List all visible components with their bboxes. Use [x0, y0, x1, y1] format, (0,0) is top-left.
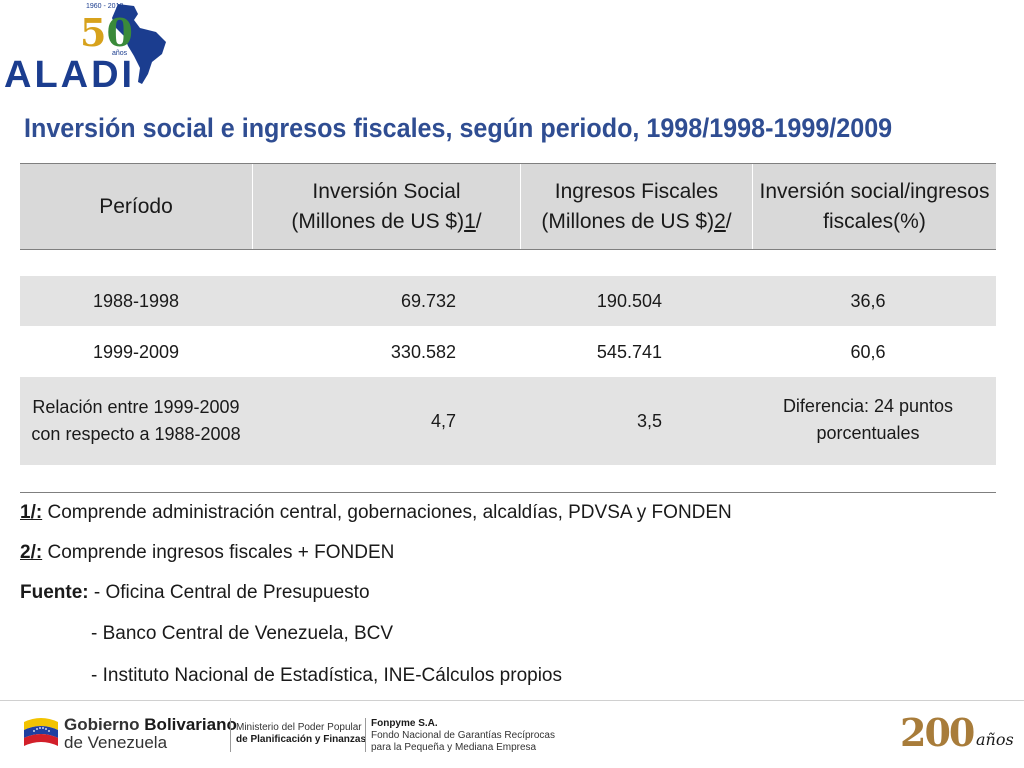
logo-anniversary-number: 50 [80, 10, 133, 55]
table-header: Período Inversión Social (Millones de US… [20, 163, 996, 250]
divider [20, 492, 996, 493]
bicentennial-word: años [976, 730, 1014, 749]
table-row: 1988-1998 69.732 190.504 36,6 [20, 276, 996, 326]
cell-periodo: Relación entre 1999-2009 con respecto a … [31, 397, 241, 444]
footnote-1: 1/: Comprende administración central, go… [20, 502, 732, 523]
page-title: Inversión social e ingresos fiscales, se… [24, 113, 893, 143]
cell-ingresos: 545.741 [596, 341, 662, 362]
logo-anos: años [112, 50, 128, 57]
fonpyme-line3: para la Pequeña y Mediana Empresa [371, 742, 537, 753]
bicentennial-number: 200 [900, 710, 975, 755]
cell-periodo: 1999-2009 [92, 341, 180, 362]
footer-separator [230, 718, 231, 752]
cell-ratio: 36,6 [850, 290, 886, 311]
logo-text: ALADI [4, 54, 136, 96]
cell-inversion: 330.582 [390, 341, 456, 362]
venezuela-flag-icon [24, 718, 58, 746]
cell-ingresos: 190.504 [596, 290, 662, 311]
fonpyme-line2: Fondo Nacional de Garantías Recíprocas [371, 730, 555, 741]
source-item: - Instituto Nacional de Estadística, INE… [91, 665, 562, 686]
cell-inversion: 4,7 [430, 410, 456, 431]
header-ingresos-fiscales: Ingresos Fiscales (Millones de US $)2/ [520, 164, 752, 249]
fonpyme-name: Fonpyme S.A. [371, 718, 438, 729]
footer-divider [0, 700, 1024, 701]
ministry-line1: Ministerio del Poder Popular [236, 722, 362, 733]
cell-ratio: Diferencia: 24 puntos porcentuales [782, 396, 954, 443]
footnote-2: 2/: Comprende ingresos fiscales + FONDEN [20, 542, 395, 563]
footer-separator [365, 718, 366, 752]
header-ratio: Inversión social/ingresos fiscales(%) [752, 164, 996, 249]
bicentennial-logo: 200 años [900, 712, 1020, 758]
aladi-logo: 1960 - 2010 50 años ALADI [0, 0, 175, 100]
source-label: Fuente: - Oficina Central de Presupuesto [20, 582, 370, 603]
table-row: Relación entre 1999-2009 con respecto a … [20, 377, 996, 465]
cell-periodo: 1988-1998 [92, 290, 180, 311]
header-inversion-social: Inversión Social (Millones de US $)1/ [252, 164, 520, 249]
logo-years: 1960 - 2010 [86, 3, 124, 10]
latin-america-map-icon [112, 4, 166, 84]
gov-name-line1: Gobierno Bolivariano [64, 715, 237, 734]
header-periodo: Período [99, 194, 173, 218]
ministry-line2: de Planificación y Finanzas [236, 734, 367, 745]
gov-name-line2: de Venezuela [64, 733, 168, 752]
cell-ratio: 60,6 [850, 341, 886, 362]
cell-inversion: 69.732 [400, 290, 456, 311]
cell-ingresos: 3,5 [636, 410, 662, 431]
source-item: - Banco Central de Venezuela, BCV [91, 623, 394, 644]
footer: Gobierno Bolivariano de Venezuela Minist… [0, 700, 1024, 768]
table-row: 1999-2009 330.582 545.741 60,6 [20, 327, 996, 377]
